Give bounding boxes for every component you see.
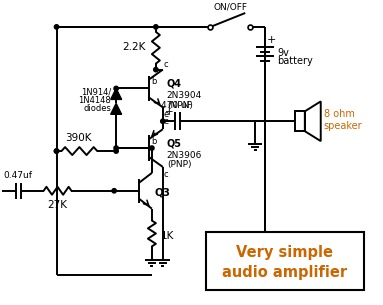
- Text: (NPN): (NPN): [167, 101, 193, 110]
- Circle shape: [160, 119, 165, 124]
- Text: 2N3906: 2N3906: [167, 151, 202, 160]
- Circle shape: [150, 146, 154, 150]
- Text: 1N914/: 1N914/: [81, 88, 111, 97]
- Text: Q5: Q5: [167, 138, 182, 148]
- Text: 2N3904: 2N3904: [167, 91, 202, 100]
- Text: Very simple: Very simple: [236, 245, 334, 260]
- Text: 390K: 390K: [65, 133, 92, 143]
- Circle shape: [114, 149, 118, 153]
- Bar: [295, 111, 305, 131]
- Text: 0.47uf: 0.47uf: [3, 171, 32, 180]
- Text: 9v: 9v: [277, 48, 289, 58]
- Text: 8 ohm: 8 ohm: [324, 109, 355, 119]
- Circle shape: [112, 188, 116, 193]
- Circle shape: [154, 25, 158, 29]
- Circle shape: [54, 149, 59, 153]
- Polygon shape: [111, 88, 121, 99]
- Text: 2.2K: 2.2K: [122, 42, 146, 52]
- Text: battery: battery: [277, 56, 313, 66]
- Text: 1K: 1K: [161, 231, 174, 242]
- Text: e: e: [164, 117, 169, 126]
- Text: Q3: Q3: [155, 188, 171, 198]
- Text: ON/OFF: ON/OFF: [213, 2, 247, 11]
- Text: diodes: diodes: [83, 104, 111, 113]
- Text: audio amplifier: audio amplifier: [223, 265, 347, 280]
- Text: b: b: [151, 137, 156, 146]
- Text: Q4: Q4: [167, 78, 182, 88]
- Circle shape: [154, 67, 158, 72]
- Polygon shape: [111, 103, 121, 114]
- Text: 470 uF: 470 uF: [161, 101, 192, 110]
- Text: b: b: [151, 77, 156, 87]
- FancyBboxPatch shape: [206, 232, 365, 290]
- Text: (PNP): (PNP): [167, 160, 191, 170]
- Text: 27K: 27K: [47, 200, 67, 210]
- Text: speaker: speaker: [324, 121, 362, 131]
- Circle shape: [54, 149, 59, 153]
- Text: c: c: [164, 170, 169, 179]
- Text: e: e: [164, 110, 169, 119]
- Circle shape: [114, 86, 118, 91]
- Circle shape: [54, 25, 59, 29]
- Text: c: c: [164, 59, 169, 69]
- Circle shape: [114, 146, 118, 150]
- Text: +: +: [267, 35, 277, 45]
- Text: 1N4148: 1N4148: [79, 96, 111, 105]
- Text: +: +: [165, 107, 174, 117]
